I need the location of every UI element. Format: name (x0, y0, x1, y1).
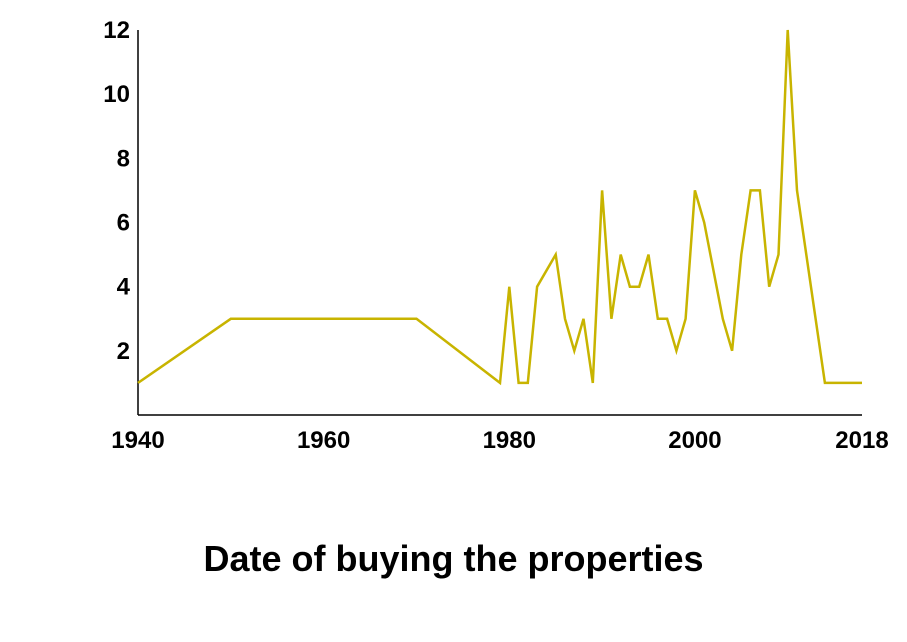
chart-caption: Date of buying the properties (203, 538, 704, 579)
y-tick-label: 12 (103, 17, 130, 44)
x-tick-label: 1960 (297, 427, 350, 454)
x-tick-label: 1980 (483, 427, 536, 454)
y-tick-label: 4 (117, 274, 131, 301)
series-line (137, 29, 862, 386)
x-tick-label: 2018 (835, 427, 888, 454)
x-tick-labels: 1940 1960 1980 2000 2018 (111, 427, 888, 454)
y-tick-label: 10 (103, 81, 130, 108)
y-tick-label: 2 (117, 338, 130, 365)
x-tick-label: 2000 (668, 427, 721, 454)
y-tick-label: 8 (117, 145, 130, 172)
y-tick-labels: 2 4 6 8 10 12 (103, 17, 130, 365)
x-tick-label: 1940 (111, 427, 164, 454)
y-tick-label: 6 (117, 210, 130, 237)
